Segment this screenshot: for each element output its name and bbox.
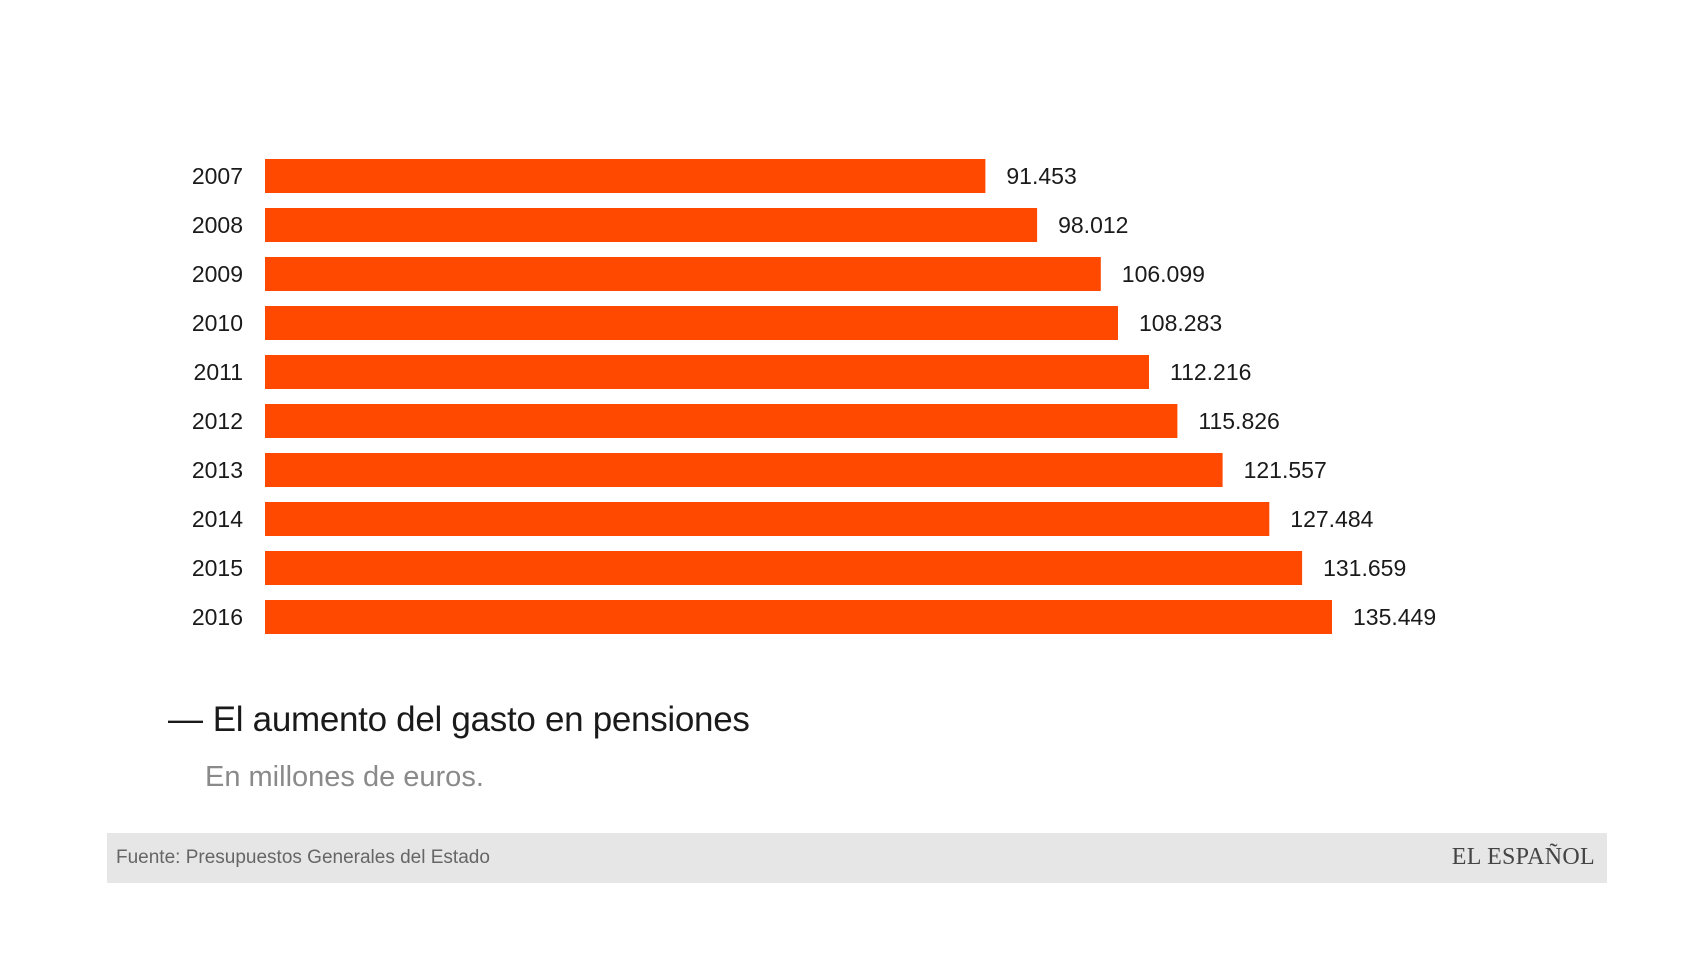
footer-bar: Fuente: Presupuestos Generales del Estad… [107,833,1607,883]
bar-group-2013: 2013 121.557 [192,453,1327,487]
source-note: Fuente: Presupuestos Generales del Estad… [116,847,490,868]
value-label-2008: 98.012 [1058,212,1128,238]
bar-group-2007: 2007 91.453 [192,159,1077,193]
value-label-2013: 121.557 [1244,457,1327,483]
value-label-2016: 135.449 [1353,604,1436,630]
bar-group-2016: 2016 135.449 [192,600,1436,634]
bar-2016 [265,600,1332,634]
bar-2015 [265,551,1303,585]
brand-logo: EL ESPAÑOL [1451,844,1595,870]
year-label-2016: 2016 [192,604,243,630]
bar-2008 [265,208,1038,242]
year-label-2009: 2009 [192,261,243,287]
bar-group-2015: 2015 131.659 [192,551,1406,585]
value-label-2009: 106.099 [1122,261,1205,287]
bar-chart: 2007 91.453 2008 98.012 2009 106.099 2010 108.2… [192,159,1436,634]
year-label-2007: 2007 [192,163,243,189]
value-label-2011: 112.216 [1170,359,1251,385]
year-label-2010: 2010 [192,310,243,336]
bar-group-2008: 2008 98.012 [192,208,1128,242]
bar-group-2011: 2011 112.216 [194,355,1251,389]
value-label-2012: 115.826 [1198,408,1279,434]
bar-group-2010: 2010 108.283 [192,306,1222,340]
chart-title-block: — El aumento del gasto en pensiones [168,700,750,740]
year-label-2013: 2013 [192,457,243,483]
value-label-2010: 108.283 [1139,310,1222,336]
bar-2007 [265,159,986,193]
year-label-2011: 2011 [194,359,243,385]
value-label-2015: 131.659 [1323,555,1406,581]
value-label-2014: 127.484 [1290,506,1373,532]
bar-group-2014: 2014 127.484 [192,502,1374,536]
year-label-2008: 2008 [192,212,243,238]
bar-2012 [265,404,1178,438]
title-dash: — [168,700,203,739]
bar-2014 [265,502,1270,536]
bar-2011 [265,355,1149,389]
bar-2010 [265,306,1118,340]
chart-subtitle: En millones de euros. [205,761,484,793]
bar-group-2009: 2009 106.099 [192,257,1205,291]
chart-title: El aumento del gasto en pensiones [212,700,750,739]
bar-group-2012: 2012 115.826 [192,404,1280,438]
year-label-2015: 2015 [192,555,243,581]
year-label-2014: 2014 [192,506,243,532]
bar-2013 [265,453,1223,487]
value-label-2007: 91.453 [1006,163,1076,189]
bar-2009 [265,257,1101,291]
year-label-2012: 2012 [192,408,243,434]
